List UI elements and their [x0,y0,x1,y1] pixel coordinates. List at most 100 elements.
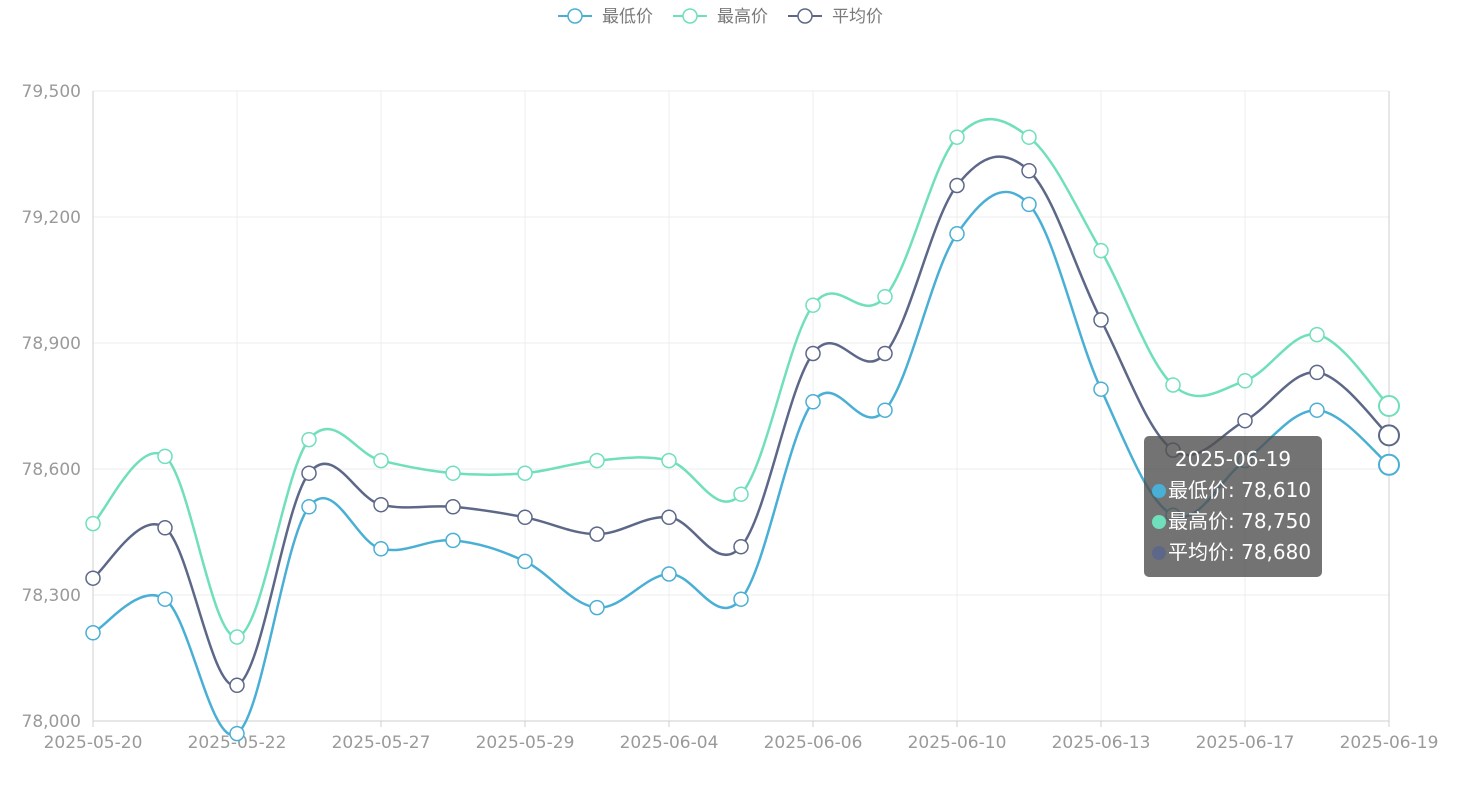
tooltip-row-min: 最低价: 78,610 [1144,475,1322,506]
data-point-1 [877,289,893,305]
tooltip-dot-avg [1152,546,1166,560]
legend-marker-icon [682,8,698,24]
tooltip-title: 2025-06-19 [1174,447,1292,471]
data-point-0 [877,402,893,418]
legend-item-0[interactable]: 最低价 [558,7,653,27]
data-point-0 [1378,453,1400,476]
data-point-2 [85,570,101,586]
tooltip-value-avg: 78,680 [1241,540,1312,564]
x-tick-label: 2025-06-10 [908,733,1007,753]
data-point-1 [1237,373,1253,389]
legend-label: 平均价 [832,7,883,27]
data-point-1 [1165,377,1181,393]
data-point-1 [301,431,317,448]
data-point-2 [949,177,965,194]
tooltip-value-min: 78,610 [1241,478,1312,502]
data-point-2 [1093,312,1109,328]
x-tick-label: 2025-05-27 [332,733,431,753]
x-tick-label: 2025-06-06 [764,733,863,753]
tooltip-dot-max [1152,515,1166,529]
data-point-0 [661,566,677,582]
data-point-2 [445,499,461,515]
data-point-2 [733,538,749,555]
legend-item-1[interactable]: 最高价 [673,7,768,27]
data-point-1 [589,452,605,469]
tooltip-label-min: 最低价 [1168,478,1228,502]
data-point-0 [733,591,749,607]
data-point-0 [229,725,245,742]
data-point-2 [1309,364,1325,381]
data-point-0 [157,591,173,607]
data-point-1 [157,448,173,465]
legend-marker-icon [567,8,583,24]
data-point-0 [445,532,461,549]
data-point-0 [805,394,821,410]
data-point-2 [301,465,317,481]
x-tick-label: 2025-05-29 [476,733,575,753]
tooltip-value-max: 78,750 [1241,509,1312,533]
legend-label: 最高价 [717,7,768,27]
y-tick-label: 78,300 [22,586,81,606]
data-point-1 [373,452,389,469]
data-point-0 [373,541,389,557]
y-tick-label: 79,500 [22,82,81,102]
data-point-1 [229,629,245,645]
data-point-1 [445,465,461,481]
data-point-1 [1021,129,1037,145]
legend-item-2[interactable]: 平均价 [788,7,883,27]
data-point-1 [85,515,101,532]
x-tick-label: 2025-05-20 [44,733,143,753]
tooltip-label-max: 最高价 [1168,509,1228,533]
data-point-2 [1378,424,1400,447]
data-point-2 [805,345,821,362]
data-point-0 [1309,402,1325,418]
legend-marker-icon [797,8,813,24]
series-layer [85,118,1400,742]
data-point-2 [877,345,893,362]
series-line-1 [92,118,1390,639]
y-tick-label: 78,600 [22,460,81,480]
data-point-1 [1093,242,1109,259]
legend[interactable]: 最低价 最高价 平均价 [558,7,883,27]
tooltip-row-max: 最高价: 78,750 [1144,506,1322,537]
data-point-2 [1237,412,1253,429]
legend-label: 最低价 [602,7,653,27]
data-point-0 [1093,381,1109,397]
axis-layer: 78,000 78,300 78,600 78,900 79,200 79,500 2025… [22,82,1439,753]
y-tick-label: 79,200 [22,208,81,228]
data-point-1 [805,297,821,313]
grid-layer [92,90,1390,722]
data-point-2 [661,509,677,526]
data-point-1 [1378,395,1400,417]
x-tick-label: 2025-06-19 [1340,733,1439,753]
x-tick-label: 2025-06-13 [1052,733,1151,753]
data-point-1 [661,452,677,469]
tooltip-row-avg: 平均价: 78,680 [1144,537,1322,568]
data-point-2 [373,496,389,513]
data-point-0 [301,499,317,515]
data-point-0 [517,553,533,570]
data-point-1 [517,465,533,481]
series-line-2 [92,155,1390,687]
data-point-0 [589,599,605,616]
data-point-1 [733,486,749,502]
tooltip-label-avg: 平均价 [1168,540,1228,564]
x-tick-label: 2025-06-17 [1196,733,1295,753]
data-point-2 [589,526,605,542]
y-tick-label: 78,900 [22,334,81,354]
data-point-0 [85,625,101,641]
tooltip-dot-min [1152,484,1166,498]
data-point-1 [1309,326,1325,343]
x-tick-label: 2025-06-04 [620,733,719,753]
data-point-1 [949,129,965,145]
data-point-2 [517,509,533,526]
data-point-0 [1021,196,1037,213]
x-tick-label: 2025-05-22 [188,733,287,753]
y-tick-label: 78,000 [22,712,81,732]
data-point-2 [1021,163,1037,179]
data-point-2 [229,677,245,694]
data-point-2 [157,520,173,536]
chart-tooltip: 2025-06-19 最低价: 78,610 最高价: 78,750 平均价: … [1144,436,1322,577]
